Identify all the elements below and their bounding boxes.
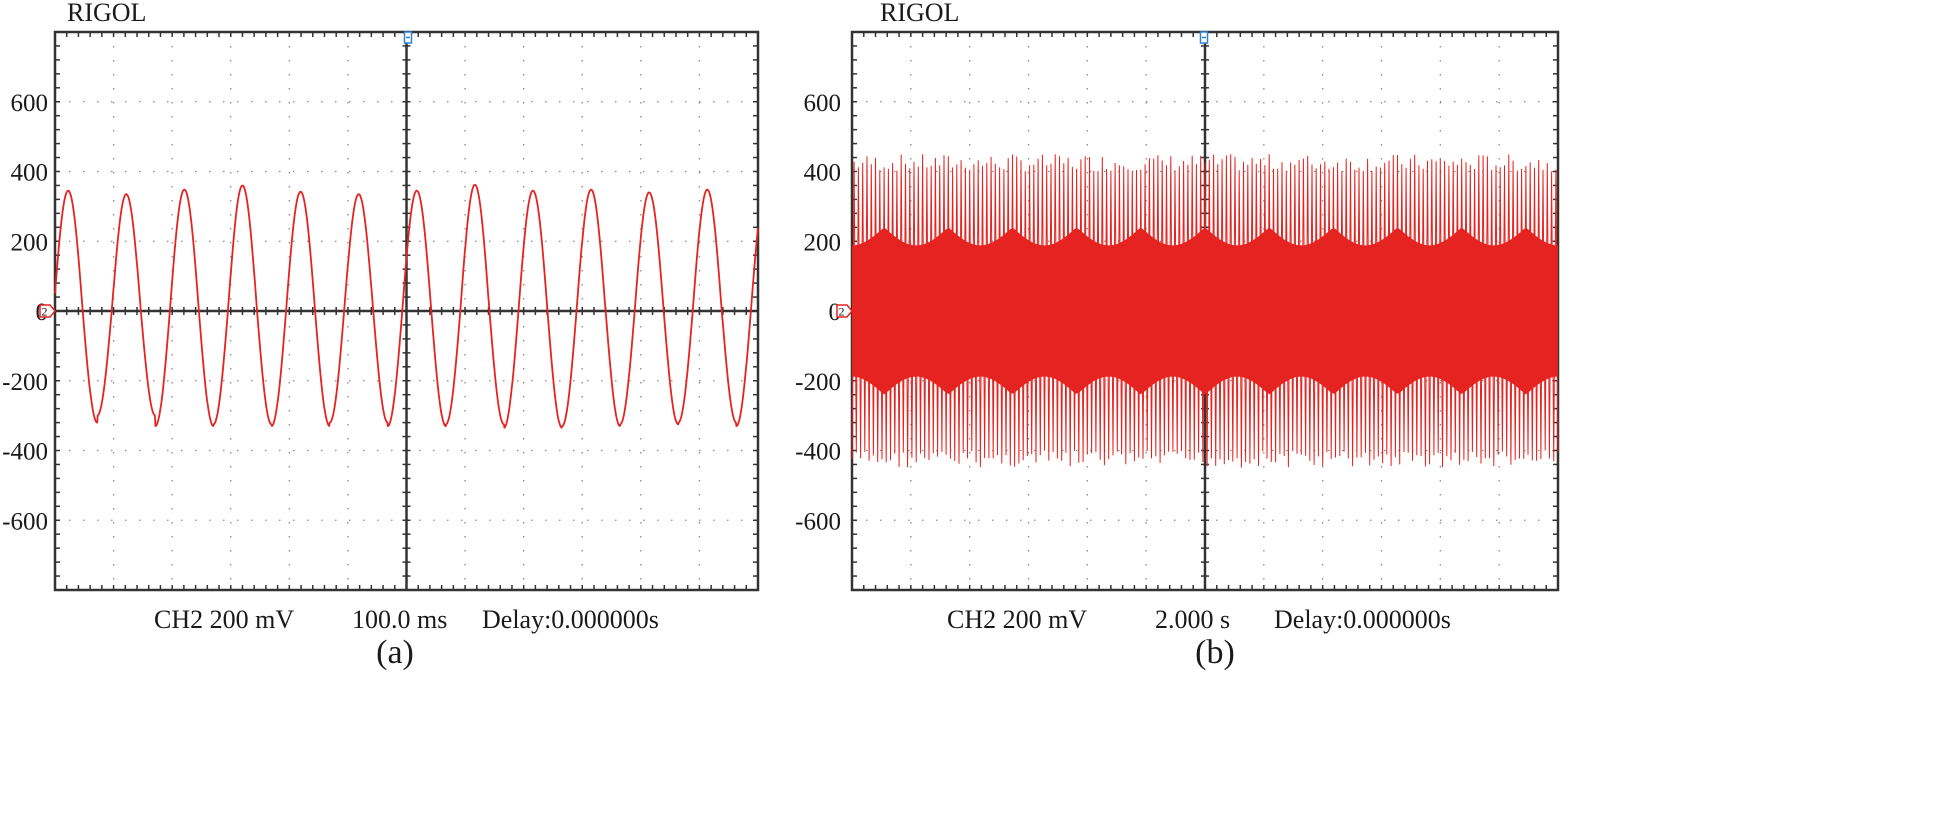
ch2-waveform-trace xyxy=(54,183,759,429)
channel-2-marker-icon xyxy=(836,304,853,318)
timebase-label: 100.0 ms xyxy=(352,605,447,634)
y-tick-label: 200 xyxy=(804,229,842,256)
panel-caption: (a) xyxy=(376,634,414,671)
y-tick-label: 600 xyxy=(804,90,842,117)
y-tick-label: 600 xyxy=(11,90,49,117)
y-tick-label: 400 xyxy=(11,160,49,187)
brand-label: RIGOL xyxy=(880,0,959,27)
ch2-waveform-core-band xyxy=(852,227,1558,395)
panel-caption: (b) xyxy=(1195,634,1235,671)
timebase-label: 2.000 s xyxy=(1155,605,1230,634)
delay-label: Delay:0.000000s xyxy=(482,605,659,634)
y-tick-label: -600 xyxy=(2,508,48,535)
channel-2-marker-label: 2 xyxy=(42,305,48,319)
brand-label: RIGOL xyxy=(67,0,146,27)
y-tick-label: -200 xyxy=(795,369,841,396)
ch2-waveform-trace xyxy=(851,154,1559,468)
channel-scale-label: CH2 200 mV xyxy=(154,605,294,634)
y-tick-label: -600 xyxy=(795,508,841,535)
y-tick-label: -400 xyxy=(2,439,48,466)
channel-2-marker-label: 2 xyxy=(839,305,845,319)
y-tick-label: -400 xyxy=(795,439,841,466)
y-tick-label: 400 xyxy=(804,160,842,187)
delay-label: Delay:0.000000s xyxy=(1274,605,1451,634)
channel-scale-label: CH2 200 mV xyxy=(947,605,1087,634)
channel-2-marker-icon xyxy=(39,304,56,318)
y-tick-label: 200 xyxy=(11,229,49,256)
y-tick-label: -200 xyxy=(2,369,48,396)
